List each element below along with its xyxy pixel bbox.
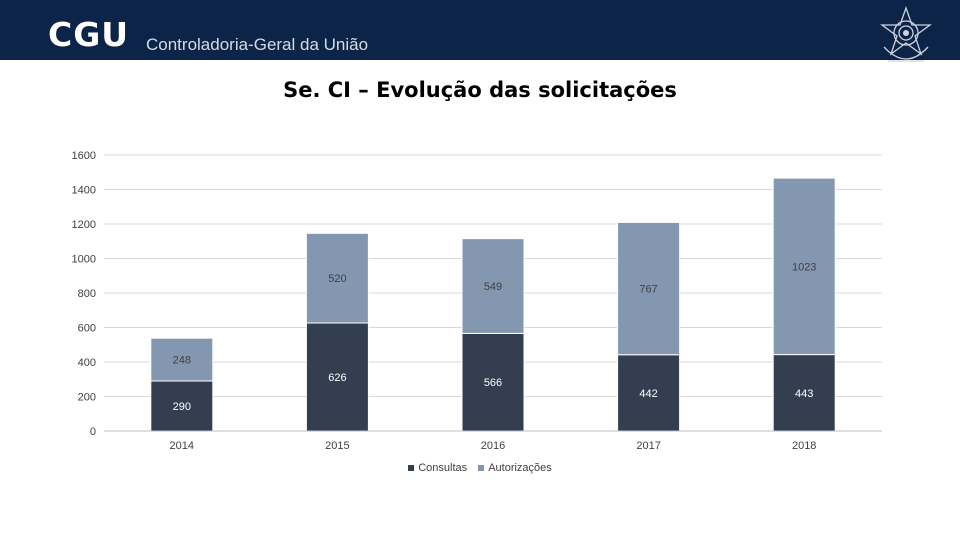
x-tick-label: 2017 [636, 440, 660, 452]
data-label: 290 [173, 401, 191, 413]
data-label: 549 [484, 281, 502, 293]
y-tick-label: 1400 [72, 185, 96, 197]
bar-autorizacoes [461, 238, 525, 334]
legend-swatch [408, 465, 415, 472]
y-tick-label: 1200 [72, 219, 96, 231]
chart-legend: Consultas Autorizações [0, 462, 960, 474]
legend-label: Autorizações [488, 462, 552, 474]
legend-item-autorizacoes: Autorizações [478, 462, 552, 474]
header-bar: CGU Controladoria-Geral da União [0, 0, 960, 60]
data-label: 767 [639, 284, 657, 296]
bar-autorizacoes [772, 177, 836, 356]
data-label: 566 [484, 377, 502, 389]
bar-autorizacoes [617, 221, 681, 356]
bar-autorizacoes [305, 232, 369, 324]
data-label: 1023 [792, 261, 816, 273]
x-tick-label: 2014 [170, 440, 194, 452]
x-tick-label: 2016 [481, 440, 505, 452]
y-tick-label: 400 [78, 357, 96, 369]
bar-consultas [617, 354, 681, 432]
data-label: 442 [639, 388, 657, 400]
bar-consultas [772, 354, 836, 432]
data-label: 520 [328, 273, 346, 285]
y-tick-label: 0 [90, 426, 96, 438]
x-tick-label: 2015 [325, 440, 349, 452]
legend-label: Consultas [418, 462, 468, 474]
org-name: Controladoria-Geral da União [146, 35, 369, 54]
bar-autorizacoes [150, 337, 214, 382]
y-tick-label: 600 [78, 323, 96, 335]
legend-item-consultas: Consultas [408, 462, 467, 474]
data-label: 248 [173, 355, 191, 367]
y-tick-label: 1000 [72, 254, 96, 266]
bar-consultas [305, 322, 369, 432]
y-tick-label: 800 [78, 288, 96, 300]
y-tick-label: 200 [78, 392, 96, 404]
data-label: 626 [328, 372, 346, 384]
cgu-logo: CGU [48, 15, 130, 54]
coat-of-arms-icon [880, 6, 932, 62]
data-label: 443 [795, 388, 813, 400]
bar-consultas [150, 380, 214, 432]
y-tick-label: 1600 [72, 150, 96, 162]
chart-title: Se. CI – Evolução das solicitações [283, 78, 677, 102]
legend-swatch [478, 465, 485, 472]
x-tick-label: 2018 [792, 440, 816, 452]
bar-consultas [461, 332, 525, 432]
